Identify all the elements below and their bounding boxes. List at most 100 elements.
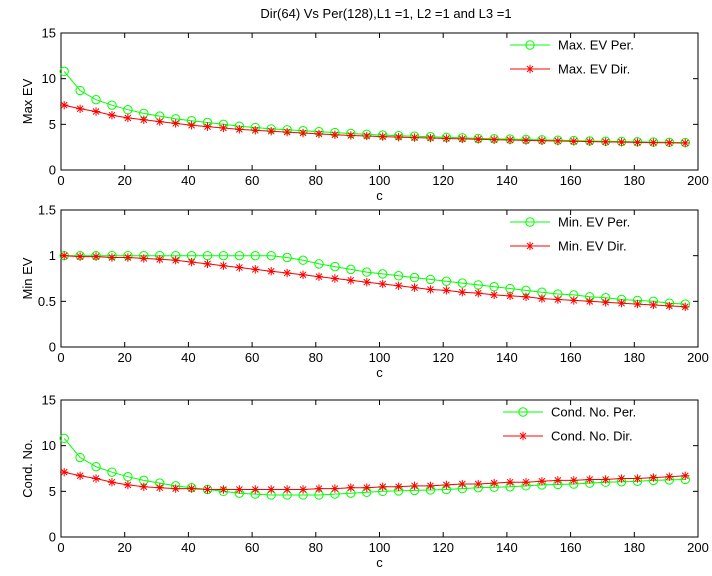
subplot-1: 0 20 40 60 80 100 120 140 160 180 200 0 5 10 15 c Max EV… [20, 26, 709, 204]
data-point [489, 290, 499, 300]
x-tick-label: 120 [432, 540, 454, 555]
x-axis-label: c [376, 188, 383, 203]
legend-marker [525, 217, 535, 227]
x-tick-label: 180 [623, 173, 645, 188]
y-tick-label: 0.5 [38, 294, 56, 309]
data-point [314, 484, 324, 493]
data-point [474, 479, 483, 489]
x-tick-label: 160 [560, 540, 582, 555]
data-point [251, 485, 260, 494]
data-point [75, 452, 85, 463]
figure-title: Dir(64) Vs Per(128),L1 =1, L2 =1 and L3 … [260, 6, 511, 21]
y-tick-label: 1.5 [38, 203, 56, 218]
data-point [91, 107, 101, 116]
data-point [378, 132, 387, 141]
data-point [59, 433, 69, 444]
series-dir [59, 251, 690, 312]
data-point [314, 129, 324, 139]
data-point [489, 135, 499, 144]
data-point [219, 123, 228, 133]
data-point [91, 474, 101, 483]
data-point [203, 122, 212, 131]
data-point [681, 138, 690, 148]
data-point [123, 253, 133, 262]
data-point [187, 484, 196, 493]
x-tick-label: 120 [432, 173, 454, 188]
data-point [298, 485, 308, 494]
data-point [155, 255, 164, 264]
y-tick-label: 0 [49, 530, 56, 545]
data-point [139, 482, 149, 491]
data-point [378, 279, 387, 289]
data-point [282, 485, 292, 494]
series-line [63, 71, 686, 144]
y-tick-label: 5 [49, 117, 56, 132]
legend-label: Max. EV Per. [558, 38, 634, 53]
data-point [107, 467, 117, 477]
data-point [442, 134, 451, 143]
plot-area [60, 209, 699, 348]
x-tick-label: 180 [623, 350, 645, 365]
y-tick-label: 10 [42, 71, 56, 86]
data-point [218, 250, 229, 261]
data-point [91, 461, 101, 472]
data-point [282, 252, 292, 263]
series-line [64, 471, 686, 490]
data-point [155, 483, 164, 492]
x-tick-label: 20 [117, 540, 131, 555]
data-point [298, 255, 308, 265]
data-point [601, 475, 610, 484]
x-tick-label: 100 [369, 540, 391, 555]
data-point [235, 485, 244, 494]
y-tick-label: 5 [49, 484, 56, 499]
data-point [394, 132, 403, 142]
data-point [219, 261, 228, 270]
x-tick-label: 60 [245, 350, 259, 365]
y-axis-label: Cond. No. [20, 439, 35, 498]
data-point [665, 472, 674, 481]
data-point [282, 127, 292, 137]
subplot-3: 0 20 40 60 80 100 120 140 160 180 200 0 5 10 15 c Cond. … [20, 393, 709, 571]
data-point [75, 85, 85, 96]
legend-marker [525, 64, 535, 74]
x-tick-label: 120 [432, 350, 454, 365]
data-point [553, 476, 563, 485]
data-point [442, 480, 451, 490]
legend-label: Cond. No. Dir. [551, 429, 633, 444]
series-dir [59, 100, 690, 148]
data-point [267, 126, 276, 136]
legend: Min. EV Per. Min. EV Dir. [510, 215, 630, 254]
data-point [298, 270, 308, 280]
data-point [362, 267, 372, 277]
legend-marker [525, 241, 535, 251]
x-tick-label: 80 [309, 350, 323, 365]
data-point [346, 264, 356, 275]
data-point [665, 301, 674, 311]
data-point [442, 286, 451, 295]
data-point [633, 474, 642, 483]
legend-label: Max. EV Dir. [558, 62, 630, 77]
data-point [234, 250, 245, 261]
x-tick-label: 140 [496, 540, 518, 555]
data-point [267, 485, 276, 494]
x-tick-label: 200 [687, 173, 709, 188]
data-point [458, 288, 467, 297]
data-point [123, 480, 133, 490]
data-point [171, 484, 180, 493]
data-point [585, 475, 594, 484]
data-point [267, 266, 276, 276]
data-point [59, 467, 69, 477]
y-tick-label: 0 [49, 163, 56, 178]
data-point [250, 250, 260, 261]
x-tick-label: 100 [369, 173, 391, 188]
data-point [362, 131, 371, 141]
data-point [649, 138, 658, 147]
data-point [362, 483, 371, 492]
data-point [426, 481, 435, 491]
data-point [569, 476, 578, 485]
data-point [426, 133, 435, 143]
data-point [426, 285, 435, 294]
data-point [457, 278, 468, 288]
data-point [393, 271, 404, 281]
